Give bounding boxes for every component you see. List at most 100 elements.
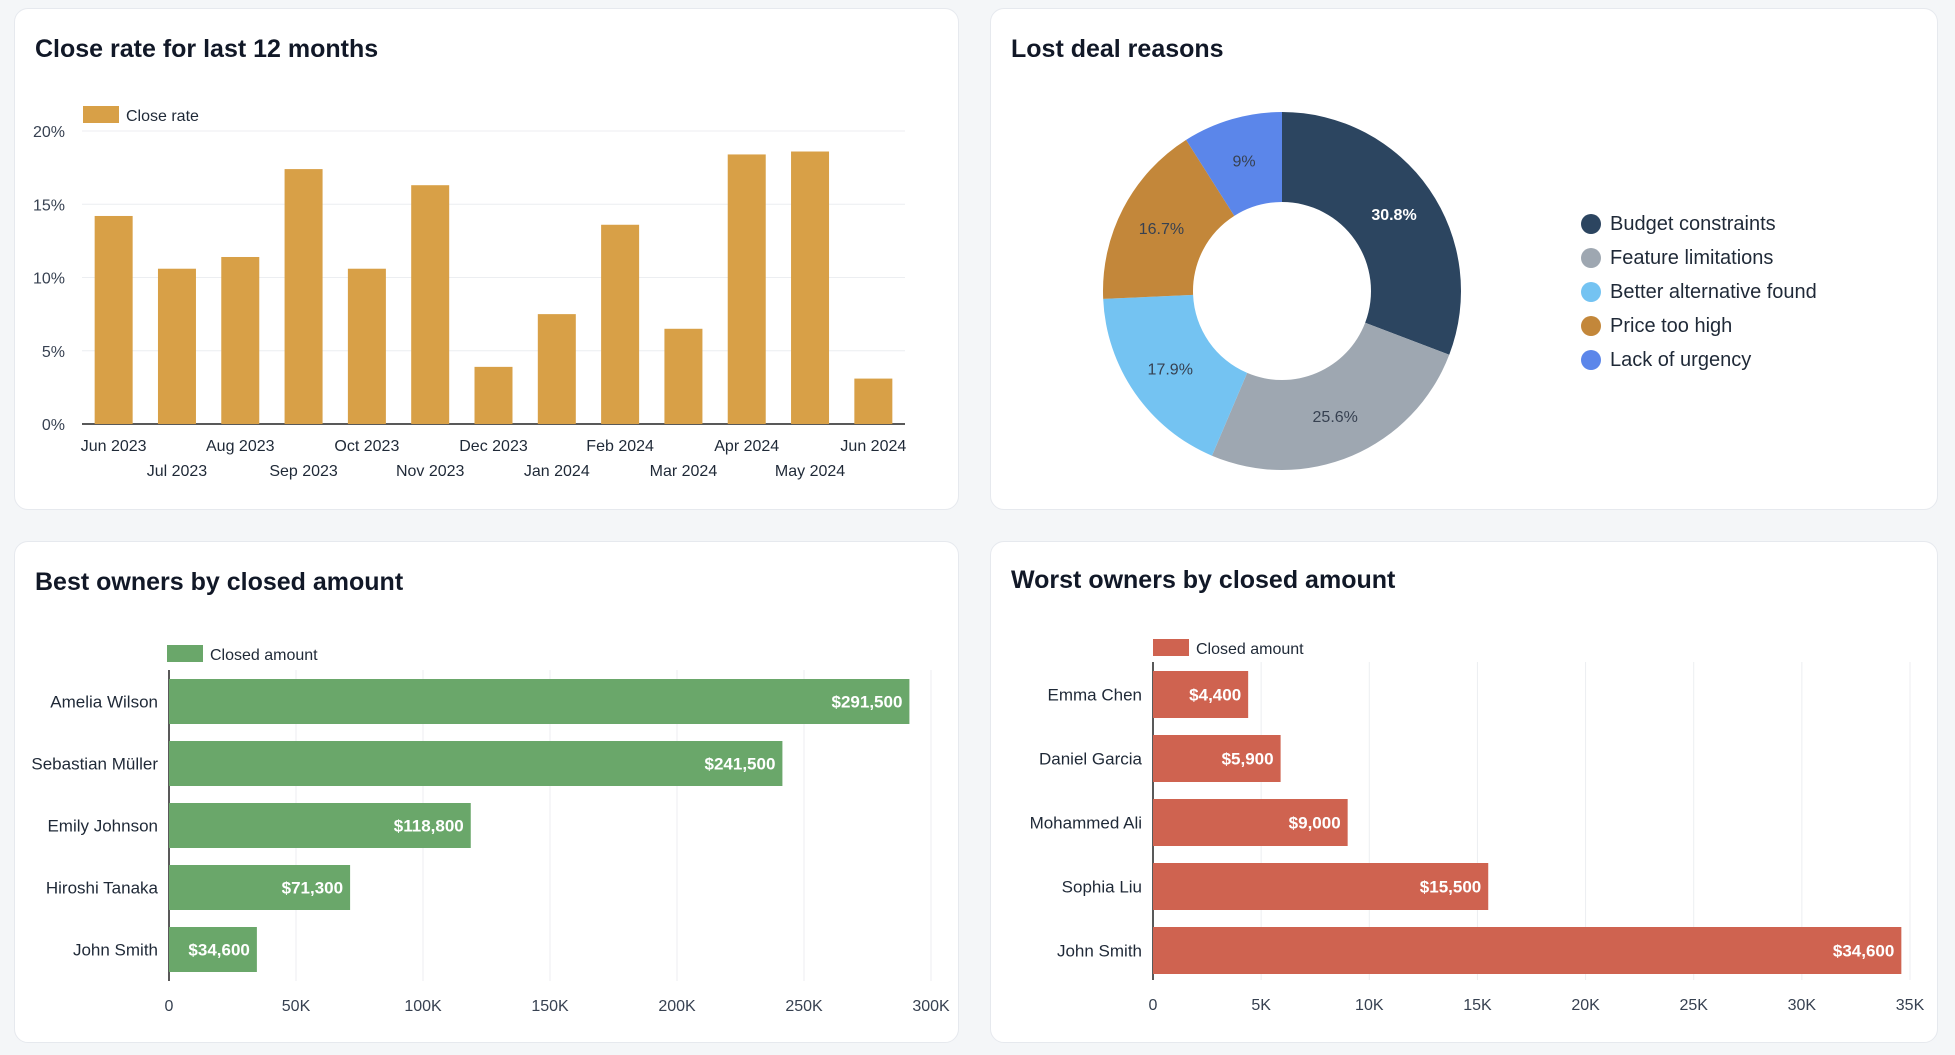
x-tick-label: 30K: [1788, 997, 1817, 1014]
bar-value-label: $118,800: [394, 817, 464, 836]
bar-daniel-garcia: [1153, 735, 1281, 782]
x-tick-label: Dec 2023: [459, 438, 528, 455]
legend-item-budget-constraints[interactable]: Budget constraints: [1581, 207, 1817, 241]
legend-swatch: [1153, 639, 1189, 656]
x-tick-label: Aug 2023: [206, 438, 275, 455]
y-tick-label: 20%: [33, 124, 65, 141]
x-tick-label: 35K: [1896, 997, 1925, 1014]
slice-lack-of-urgency: [1186, 112, 1282, 216]
x-tick-label: Jun 2023: [81, 438, 147, 455]
bar-john-smith: [169, 927, 257, 972]
x-tick-label: Jun 2024: [840, 438, 906, 455]
x-tick-label: 200K: [658, 998, 696, 1015]
y-tick-label: Mohammed Ali: [1030, 814, 1142, 833]
bar-value-label: $15,500: [1420, 878, 1481, 897]
worst-owners-chart: 0 5K 10K 15K 20K 25K 30K 35K Closed amount $4,400…: [1030, 639, 1925, 1014]
lost-reasons-title: Lost deal reasons: [1011, 35, 1224, 63]
bar-feb-2024: [601, 224, 640, 424]
x-tick-label: 150K: [531, 998, 569, 1015]
bar-jul-2023: [157, 268, 196, 424]
legend-dot-icon: [1581, 316, 1601, 336]
lost-reasons-card: Lost deal reasons 30.8% 25.6% 17.9% 16.7% 9%…: [990, 8, 1938, 510]
y-tick-label: 0%: [42, 417, 65, 434]
x-tick-label: 100K: [404, 998, 442, 1015]
x-tick-label: Apr 2024: [714, 438, 779, 455]
x-tick-label: 300K: [912, 998, 950, 1015]
bar-emma-chen: [1153, 671, 1249, 718]
bar-emily-johnson: [169, 803, 471, 848]
bar-value-label: $241,500: [705, 755, 776, 774]
x-tick-label: 0: [165, 998, 174, 1015]
bar-sebastian-m-ller: [169, 741, 783, 786]
bar-value-label: $291,500: [832, 693, 903, 712]
legend-label: Close rate: [126, 108, 199, 125]
legend-swatch: [167, 645, 203, 662]
legend-item-better-alternative[interactable]: Better alternative found: [1581, 275, 1817, 309]
best-owners-title: Best owners by closed amount: [35, 568, 404, 596]
x-tick-label: Sep 2023: [269, 463, 338, 480]
slice-price-too-high: [1103, 139, 1235, 299]
close-rate-card: Close rate for last 12 months 0% 5% 10% 15%…: [14, 8, 959, 510]
bar-apr-2024: [727, 154, 766, 424]
x-tick-label: 5K: [1251, 997, 1271, 1014]
lost-reasons-legend: Budget constraints Feature limitations B…: [1581, 207, 1817, 377]
y-tick-label: John Smith: [73, 941, 158, 960]
x-tick-label: Jul 2023: [147, 463, 208, 480]
slice-feature-limitations: [1211, 322, 1450, 470]
bar-value-label: $34,600: [188, 941, 249, 960]
y-tick-label: Emily Johnson: [47, 817, 158, 836]
legend-label: Feature limitations: [1610, 246, 1774, 269]
worst-owners-card: Worst owners by closed amount 0 5K 10K 15K 2…: [990, 541, 1938, 1043]
legend-label: Better alternative found: [1610, 280, 1817, 303]
bar-amelia-wilson: [169, 679, 910, 724]
bar-dec-2023: [474, 366, 513, 424]
x-tick-label: Feb 2024: [586, 438, 654, 455]
bar-mohammed-ali: [1153, 799, 1348, 846]
best-owners-chart: 0 50K 100K 150K 200K 250K 300K Closed amount $29…: [31, 645, 950, 1015]
bar-oct-2023: [347, 268, 386, 424]
legend-label: Budget constraints: [1610, 212, 1776, 235]
slice-label: 9%: [1232, 153, 1255, 170]
y-tick-label: 10%: [33, 271, 65, 288]
slice-better-alternative-found: [1103, 294, 1248, 456]
x-tick-label: Mar 2024: [650, 463, 718, 480]
bar-may-2024: [791, 151, 830, 424]
legend-label: Closed amount: [1196, 641, 1304, 658]
y-tick-label: Hiroshi Tanaka: [46, 879, 159, 898]
bar-mar-2024: [664, 328, 703, 424]
y-tick-label: Amelia Wilson: [50, 693, 158, 712]
slice-label: 30.8%: [1371, 207, 1416, 224]
legend-label: Closed amount: [210, 647, 318, 664]
bar-jun-2023: [94, 215, 133, 424]
worst-owners-title: Worst owners by closed amount: [1011, 566, 1396, 594]
x-tick-label: 20K: [1571, 997, 1600, 1014]
legend-item-lack-of-urgency[interactable]: Lack of urgency: [1581, 343, 1817, 377]
x-tick-label: Oct 2023: [334, 438, 399, 455]
best-owners-card: Best owners by closed amount 0 50K 100K 150…: [14, 541, 959, 1043]
bar-hiroshi-tanaka: [169, 865, 351, 910]
x-tick-label: May 2024: [775, 463, 845, 480]
x-tick-label: 15K: [1463, 997, 1492, 1014]
lost-reasons-donut: 30.8% 25.6% 17.9% 16.7% 9%: [1103, 112, 1461, 470]
legend-dot-icon: [1581, 214, 1601, 234]
bar-aug-2023: [221, 256, 260, 424]
legend-item-feature-limitations[interactable]: Feature limitations: [1581, 241, 1817, 275]
slice-label: 17.9%: [1148, 362, 1193, 379]
y-tick-label: Emma Chen: [1048, 686, 1142, 705]
slice-label: 16.7%: [1139, 221, 1184, 238]
y-tick-label: Sebastian Müller: [31, 755, 158, 774]
legend-swatch: [83, 106, 119, 123]
x-tick-label: 25K: [1679, 997, 1708, 1014]
bar-value-label: $4,400: [1189, 686, 1241, 705]
legend-dot-icon: [1581, 248, 1601, 268]
x-tick-label: 250K: [785, 998, 823, 1015]
slice-budget-constraints: [1282, 112, 1461, 355]
y-tick-label: 15%: [33, 197, 65, 214]
legend-item-price-too-high[interactable]: Price too high: [1581, 309, 1817, 343]
bar-value-label: $5,900: [1222, 750, 1274, 769]
y-tick-label: Daniel Garcia: [1039, 750, 1143, 769]
bar-value-label: $71,300: [282, 879, 343, 898]
legend-label: Price too high: [1610, 314, 1733, 337]
y-tick-label: Sophia Liu: [1062, 878, 1142, 897]
